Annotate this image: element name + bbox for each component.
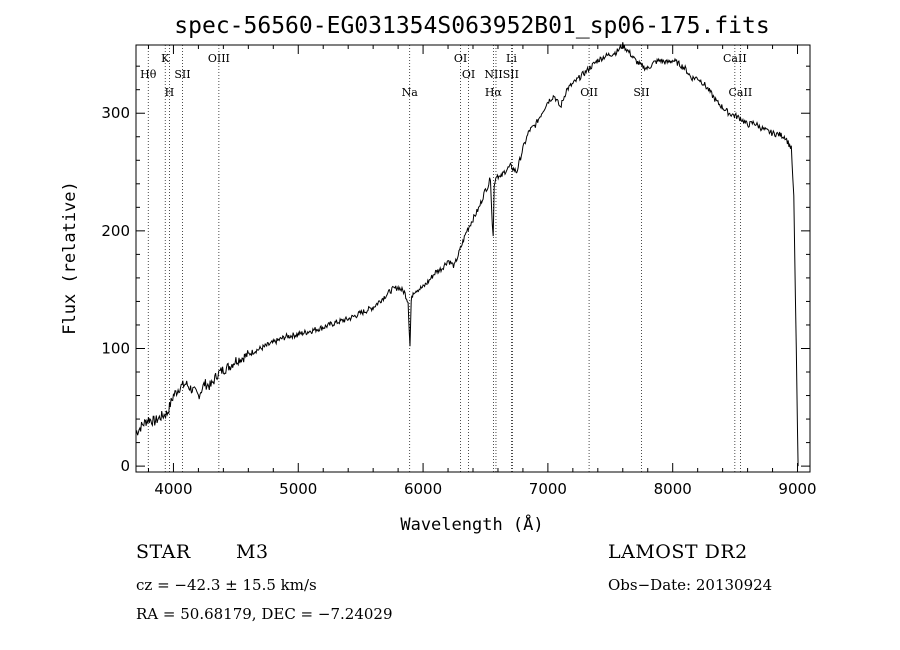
line-label-2: H bbox=[165, 86, 175, 99]
line-label-3: SII bbox=[174, 68, 190, 81]
emission-line-labels: Hθ K H SII OIII Na OI OI Hα NIISII Li OII SII CaII CaI… bbox=[140, 52, 752, 99]
x-tick-label-5: 9000 bbox=[778, 480, 816, 498]
y-axis-label: Flux (relative) bbox=[60, 181, 80, 335]
x-tick-label-3: 7000 bbox=[529, 480, 567, 498]
line-label-12: SII bbox=[633, 86, 649, 99]
y-tick-label-0: 0 bbox=[120, 457, 130, 475]
line-label-8: Hα bbox=[485, 86, 503, 99]
coordinates: RA = 50.68179, DEC = −7.24029 bbox=[136, 605, 393, 623]
line-label-5: Na bbox=[402, 86, 419, 99]
y-tick-label-2: 200 bbox=[101, 222, 130, 240]
chart-title: spec-56560-EG031354S063952B01_sp06-175.f… bbox=[174, 13, 769, 39]
object-subclass: M3 bbox=[236, 541, 269, 563]
spectrum-chart: spec-56560-EG031354S063952B01_sp06-175.f… bbox=[60, 13, 817, 535]
line-label-10: Li bbox=[506, 52, 517, 65]
observation-date: Obs−Date: 20130924 bbox=[608, 576, 773, 594]
x-tick-label-0: 4000 bbox=[154, 480, 192, 498]
x-axis-ticks: 4000 5000 6000 7000 8000 9000 bbox=[147, 45, 817, 498]
survey-name: LAMOST DR2 bbox=[608, 541, 748, 563]
emission-line-markers bbox=[147, 45, 741, 472]
y-tick-label-1: 100 bbox=[101, 339, 130, 357]
x-tick-label-4: 8000 bbox=[654, 480, 692, 498]
line-label-13: CaII bbox=[723, 52, 747, 65]
line-label-14: CaII bbox=[729, 86, 753, 99]
line-label-9: NIISII bbox=[484, 68, 519, 81]
plot-frame bbox=[135, 44, 811, 473]
x-tick-label-2: 6000 bbox=[404, 480, 442, 498]
line-label-4: OIII bbox=[208, 52, 230, 65]
y-axis-ticks: 0 100 200 300 bbox=[101, 65, 810, 475]
object-class: STAR bbox=[136, 541, 191, 563]
line-label-11: OII bbox=[580, 86, 598, 99]
y-tick-label-3: 300 bbox=[101, 104, 130, 122]
line-label-6: OI bbox=[454, 52, 467, 65]
x-axis-label: Wavelength (Å) bbox=[400, 513, 543, 535]
spectrum-line bbox=[135, 42, 799, 467]
redshift-cz: cz = −42.3 ± 15.5 km/s bbox=[136, 576, 317, 594]
line-label-1: K bbox=[161, 52, 170, 65]
line-label-7: OI bbox=[462, 68, 475, 81]
line-label-0: Hθ bbox=[140, 68, 157, 81]
x-tick-label-1: 5000 bbox=[279, 480, 317, 498]
